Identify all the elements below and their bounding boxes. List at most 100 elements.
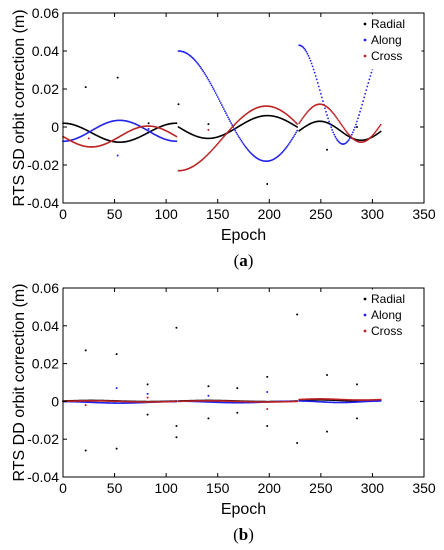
data-point-along [351, 131, 354, 134]
outlier-point-radial [84, 449, 87, 452]
outlier-point-cross [84, 404, 87, 407]
outlier-point-cross [207, 128, 210, 131]
outlier-point-radial [355, 126, 358, 128]
data-point-cross [213, 146, 216, 149]
legend-marker-along [363, 313, 367, 317]
outlier-point-radial [355, 383, 358, 386]
x-tick-label: 150 [206, 206, 230, 222]
y-tick-label: 0.02 [32, 81, 59, 97]
data-point-cross [224, 134, 226, 137]
data-point-cross [346, 132, 349, 135]
data-point-along [307, 54, 310, 57]
legend-marker-cross [363, 329, 367, 333]
panel-caption-close: ) [248, 525, 254, 544]
data-point-along [208, 80, 211, 83]
x-tick-label: 300 [361, 480, 385, 496]
data-point-cross [373, 132, 376, 135]
data-point-along [209, 82, 212, 85]
y-tick-label: 0.04 [32, 318, 59, 334]
outlier-point-cross [266, 407, 269, 410]
data-point-along [281, 150, 284, 153]
data-point-cross [304, 113, 307, 116]
data-point-cross [333, 113, 336, 116]
y-tick-label: 0.06 [32, 5, 59, 21]
data-point-along [310, 62, 313, 65]
y-tick-label: 0 [51, 119, 59, 135]
data-point-along [358, 114, 360, 116]
data-point-cross [347, 133, 350, 136]
series-cross [62, 396, 382, 410]
outlier-point-radial [266, 375, 269, 378]
data-point-cross [305, 112, 308, 115]
data-point-along [206, 77, 209, 79]
y-tick-label: 0.06 [32, 280, 59, 296]
panel-caption-letter: a [239, 251, 248, 270]
data-point-along [175, 140, 178, 143]
legend-label-along: Along [371, 33, 402, 47]
data-point-radial [296, 126, 299, 128]
data-point-cross [377, 126, 380, 129]
x-tick-label: 150 [206, 480, 230, 496]
data-point-cross [340, 123, 343, 126]
data-point-cross [375, 129, 378, 132]
outlier-point-radial [326, 430, 329, 433]
data-point-cross [343, 128, 346, 130]
outlier-point-along [266, 390, 269, 393]
data-point-along [230, 122, 233, 125]
data-point-along [290, 140, 292, 142]
data-point-along [314, 75, 317, 77]
outlier-point-radial [84, 86, 87, 89]
data-point-along [317, 85, 320, 88]
x-tick-label: 50 [107, 480, 123, 496]
data-point-along [214, 92, 217, 94]
x-tick-label: 250 [309, 206, 333, 222]
x-tick-label: 200 [258, 206, 282, 222]
data-point-cross [219, 139, 222, 142]
data-point-along [355, 123, 357, 126]
series-radial [62, 313, 382, 452]
legend-box [358, 14, 422, 70]
data-point-along [348, 137, 351, 140]
data-point-along [353, 126, 356, 129]
legend: Radial Along Cross [358, 289, 422, 345]
outlier-point-radial [266, 183, 269, 185]
x-tick-label: 0 [59, 206, 67, 222]
chart-panel-a: 0 50 100 150 200 250 300 350 -0.04 -0.02 0 0.02 0.04… [11, 5, 436, 270]
data-point-cross [175, 400, 178, 403]
data-point-along [212, 88, 215, 90]
outlier-point-radial [207, 123, 210, 126]
data-point-along [228, 118, 230, 121]
legend-marker-cross [363, 54, 367, 58]
data-point-along [327, 117, 329, 120]
data-point-along [303, 47, 306, 50]
chart-panel-b: 0 50 100 150 200 250 300 350 -0.04 -0.02 0 0.02 0.04… [11, 280, 436, 544]
data-point-cross [227, 130, 229, 133]
x-tick-label: 50 [107, 206, 123, 222]
data-point-along [242, 143, 245, 145]
data-point-cross [228, 129, 230, 132]
data-point-along [369, 75, 372, 77]
data-point-along [330, 126, 333, 129]
data-point-along [334, 135, 337, 138]
data-point-along [199, 65, 202, 68]
data-point-along [205, 75, 208, 78]
data-point-along [346, 140, 349, 143]
outlier-point-radial [326, 373, 329, 376]
data-point-along [359, 110, 361, 113]
data-point-along [336, 139, 339, 141]
data-point-along [319, 92, 322, 95]
data-point-radial [175, 122, 178, 125]
data-point-cross [379, 398, 382, 401]
data-point-along [204, 73, 207, 76]
data-point-along [296, 129, 299, 132]
outlier-point-radial [146, 383, 149, 386]
data-point-along [313, 71, 316, 74]
data-point-along [306, 52, 309, 55]
data-point-along [194, 59, 196, 62]
data-point-cross [371, 134, 374, 137]
data-point-along [364, 92, 367, 95]
outlier-point-radial [116, 76, 119, 79]
data-point-along [211, 86, 214, 89]
outlier-point-cross [87, 137, 90, 140]
data-point-along [366, 85, 369, 88]
